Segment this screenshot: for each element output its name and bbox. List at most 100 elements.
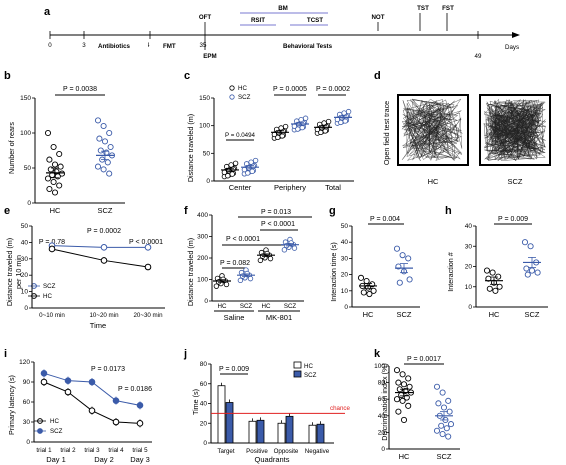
panel-c-p-periphery: P = 0.0005 [273, 86, 307, 93]
panel-b-ytick-label: 50 [24, 165, 32, 172]
panel-g-ylabel: Interaction time (s) [329, 242, 338, 302]
panel-g-hc-point [360, 289, 367, 296]
panel-e-point-HC [100, 257, 108, 264]
panel-c-point [345, 108, 352, 115]
panel-h-ytick-label: 40 [465, 223, 473, 230]
panel-e-ytick-label: 20 [21, 272, 29, 279]
panel-i-cat-5: trial 5 [132, 447, 148, 454]
panel-c-ytick-label: 50 [203, 150, 211, 157]
panel-h-pvalue: P = 0.009 [498, 216, 528, 223]
panel-b-scz-point [101, 138, 109, 145]
panel-k-ytick-label: 0 [381, 446, 385, 453]
panel-b-hc-point [50, 178, 57, 186]
panel-c-point [276, 130, 282, 136]
panel-a-label: a [44, 6, 51, 18]
panel-c-point [243, 161, 250, 167]
panel-g-hc-point [363, 278, 370, 285]
panel-k-cat-hc: HC [399, 452, 410, 461]
panel-f-point [267, 255, 274, 262]
panel-c-point [282, 123, 289, 130]
panel-c-label: c [184, 70, 190, 82]
panel-c-point [319, 125, 325, 131]
panel-b-scz-point [94, 117, 102, 124]
panel-h-cat-scz: SCZ [525, 310, 540, 319]
panel-g-ytick-label: 0 [344, 304, 348, 311]
panel-h-ytick-label: 30 [465, 243, 473, 250]
panel-d-cat-scz: SCZ [508, 177, 523, 186]
test-tcst: TCST [307, 17, 323, 24]
panel-c-point [280, 128, 287, 135]
panel-c-ytick-label: 0 [206, 178, 210, 185]
panel-d-cat-hc: HC [428, 177, 439, 186]
panel-c-point [250, 163, 257, 170]
panel-e-p2: P = 0.0002 [87, 228, 121, 235]
test-fst: FST [442, 5, 454, 12]
panel-f-ytick-label: 0 [204, 298, 208, 305]
panel-b-scz-point [106, 170, 113, 177]
panel-k-scz-point [443, 425, 450, 432]
panel-k-scz-point [438, 422, 445, 429]
panel-j-bar-SCZ-Opposite [285, 415, 294, 444]
panel-i-point-SCZ [40, 370, 48, 377]
traceHC-path [401, 98, 463, 162]
panel-h-scz-point [534, 269, 541, 276]
panel-b-hc-point [54, 173, 61, 180]
panel-k-chart: Discrimination index (%) P = 0.0017 HC S… [374, 356, 460, 461]
panel-b-hc-point [44, 175, 52, 182]
panel-b-hc-point [50, 143, 57, 151]
panel-g-ytick-label: 20 [341, 272, 349, 279]
panel-c-legend-scz: SCZ [238, 94, 251, 101]
panel-b-scz-point [96, 135, 103, 142]
panel-k-hc-point [399, 397, 406, 404]
panel-i-cat-3: trial 3 [84, 447, 100, 454]
panel-h-hc-point [496, 283, 503, 290]
panel-i-point-SCZ [88, 378, 96, 386]
panel-g-hc-point [357, 274, 365, 281]
panel-k-ytick-label: 100 [374, 363, 385, 370]
panel-c-ytick-label: 100 [199, 123, 210, 130]
panel-k-ytick-label: 80 [378, 380, 386, 387]
panel-b-hc-point [46, 156, 53, 163]
panel-h-hc-point [492, 287, 499, 294]
panel-b-scz-point [100, 122, 107, 130]
panel-f-group-saline: Saline [224, 313, 245, 322]
panel-i-point-HC [40, 378, 48, 386]
panel-c-chart: Distance traveled (m) HC SCZ P = 0.0494 … [186, 85, 354, 192]
panel-j-bar-HC-Positive [248, 420, 257, 444]
panel-f-label: f [184, 205, 188, 217]
test-epm: EPM [203, 53, 216, 60]
panel-k-cat-scz: SCZ [437, 452, 452, 461]
panel-b-scz-point [107, 143, 114, 151]
panel-f-point [223, 281, 230, 288]
panel-g-ytick-label: 40 [341, 239, 349, 246]
panel-e-cat-3: 20~30 min [133, 312, 163, 319]
timeline-arrowhead [512, 32, 520, 38]
panel-h-ylabel: Interaction # [446, 252, 455, 292]
panel-b-ylabel: Number of rears [7, 122, 16, 174]
panel-k-hc-point [398, 391, 405, 399]
panel-b-ytick-label: 100 [20, 130, 31, 137]
panel-c-point [245, 170, 251, 176]
timeline-label-49: 49 [475, 53, 482, 60]
panel-j-chart: Time (s) P = 0.009 HC SCZ chance Target … [191, 361, 351, 464]
panel-k-scz-point [439, 431, 446, 438]
panel-b-ytick-label: 0 [27, 200, 31, 207]
panel-c-point [232, 160, 239, 166]
panel-h-scz-point [521, 239, 529, 246]
panel-k-hc-point [399, 371, 406, 378]
panel-g-chart: Interaction time (s) P = 0.004 HC SCZ 0 1… [329, 216, 420, 319]
panel-i-cat-4: trial 4 [108, 447, 124, 454]
panel-b-scz-point [94, 163, 102, 170]
panel-c-point [223, 163, 230, 170]
panel-b-hc-point [57, 163, 64, 170]
panel-c-cat-total: Total [325, 183, 341, 192]
panel-k-scz-point [433, 427, 441, 434]
panel-c-cat-periphery: Periphery [274, 183, 306, 192]
panel-i-point-HC [112, 418, 120, 426]
panel-e-cat-1: 0~10 min [39, 312, 65, 319]
panel-g-scz-point [396, 279, 403, 286]
panel-j-ylabel: Time (s) [191, 389, 200, 415]
panel-e-ytick-label: 40 [21, 239, 29, 246]
panel-i-chart: Primary latency (s) P = 0.0173 P = 0.018… [7, 359, 152, 464]
panel-b-pvalue: P = 0.0038 [63, 86, 97, 93]
